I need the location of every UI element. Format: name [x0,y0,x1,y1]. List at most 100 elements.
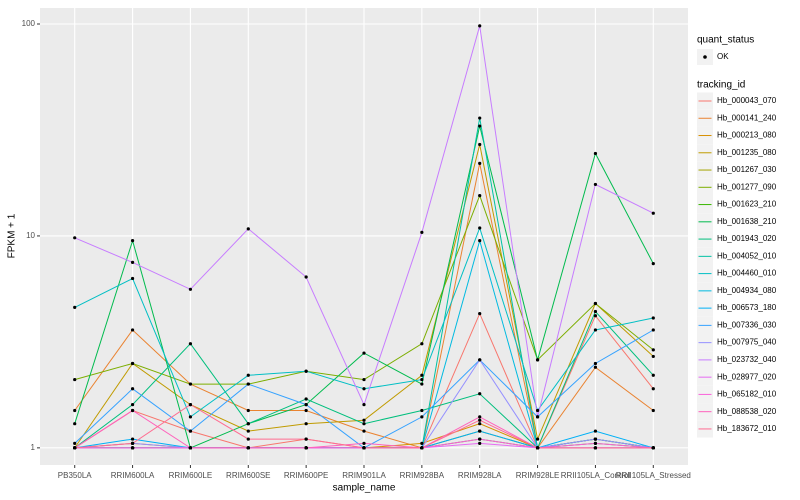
data-point [651,211,655,215]
legend-label: Hb_004052_010 [717,251,777,260]
y-tick-label: 10 [26,231,35,240]
data-point [420,408,424,413]
data-point [246,422,250,426]
data-point [304,437,308,441]
data-point [593,151,598,156]
data-point [304,397,308,401]
y-tick-label: 100 [22,19,36,28]
data-point [478,392,482,396]
x-tick-label: RRIM600LA [111,471,155,480]
data-point [651,373,655,377]
data-point [651,316,655,320]
data-point [651,354,655,359]
data-point [304,422,308,426]
x-axis-title: sample_name [333,483,396,494]
x-tick-label: RRIM600LE [169,471,213,480]
x-tick-label: RRII105LA_Stressed [616,471,691,480]
data-point [478,312,482,316]
data-point [478,422,482,426]
data-point [188,402,193,407]
data-point [593,301,598,306]
legend-label: Hb_001235_080 [717,148,777,157]
x-tick-label: RRIM928BA [400,471,445,480]
data-point [246,429,250,433]
x-tick-label: RRIM928LA [458,471,502,480]
data-point [362,422,366,426]
legend-label: Hb_001267_030 [717,165,777,174]
data-point [73,236,77,240]
data-point [535,358,540,362]
x-tick-label: RRIM928LE [516,471,560,480]
legend-label: Hb_004934_080 [717,286,777,295]
legend-label: Hb_001623_210 [717,200,777,209]
legend-title: tracking_id [697,80,745,91]
data-point [362,429,366,433]
data-point [304,275,308,279]
data-point [478,429,482,433]
data-point [420,377,424,382]
legend-point [703,55,707,59]
data-point [420,441,424,445]
data-point [130,402,135,407]
legend-label: Hb_065182_010 [717,390,777,399]
data-point [362,446,366,450]
data-point [420,446,424,450]
data-point [188,382,193,386]
data-point [188,446,193,450]
data-point [651,408,655,413]
data-point [362,351,366,355]
data-point [478,116,482,120]
legend-title: quant_status [697,35,754,46]
data-point [188,287,193,291]
legend-label: Hb_000213_080 [717,131,777,140]
data-point [73,441,77,445]
data-point [73,408,77,413]
data-point [420,415,424,419]
data-point [420,342,424,346]
data-point [593,437,598,441]
data-point [420,382,424,386]
data-point [651,328,655,332]
data-point [362,418,366,422]
data-point [478,441,482,445]
legend-label: Hb_001638_210 [717,217,777,226]
data-point [478,418,482,422]
data-point [478,226,482,230]
data-point [478,161,482,165]
data-point [246,227,250,231]
legend-label: Hb_088538_020 [717,407,777,416]
x-tick-label: RRIM600SE [226,471,270,480]
data-point [73,377,77,382]
data-point [593,429,598,433]
data-point [304,408,308,413]
data-point [535,446,540,450]
legend-label: Hb_001943_020 [717,234,777,243]
legend-label: Hb_183672_010 [717,424,777,433]
data-point [593,314,598,318]
data-point [130,260,135,265]
data-point [651,446,655,450]
data-point [188,342,193,346]
data-point [73,422,77,426]
data-point [535,415,540,419]
data-point [478,239,482,243]
legend-label: Hb_028977_020 [717,372,777,381]
data-point [593,309,598,314]
data-point [478,124,482,128]
data-point [651,262,655,266]
legend-label: Hb_000043_070 [717,96,777,105]
data-point [478,24,482,28]
legend-label: Hb_001277_090 [717,182,777,191]
y-tick-label: 1 [31,443,36,452]
data-point [130,437,135,441]
data-point [73,305,77,309]
data-point [362,402,366,407]
data-point [304,446,308,450]
data-point [188,415,193,419]
x-tick-label: RRIM901LA [342,471,386,480]
legend-label: Hb_000141_240 [717,113,777,122]
data-point [246,373,250,377]
data-point [304,402,308,407]
